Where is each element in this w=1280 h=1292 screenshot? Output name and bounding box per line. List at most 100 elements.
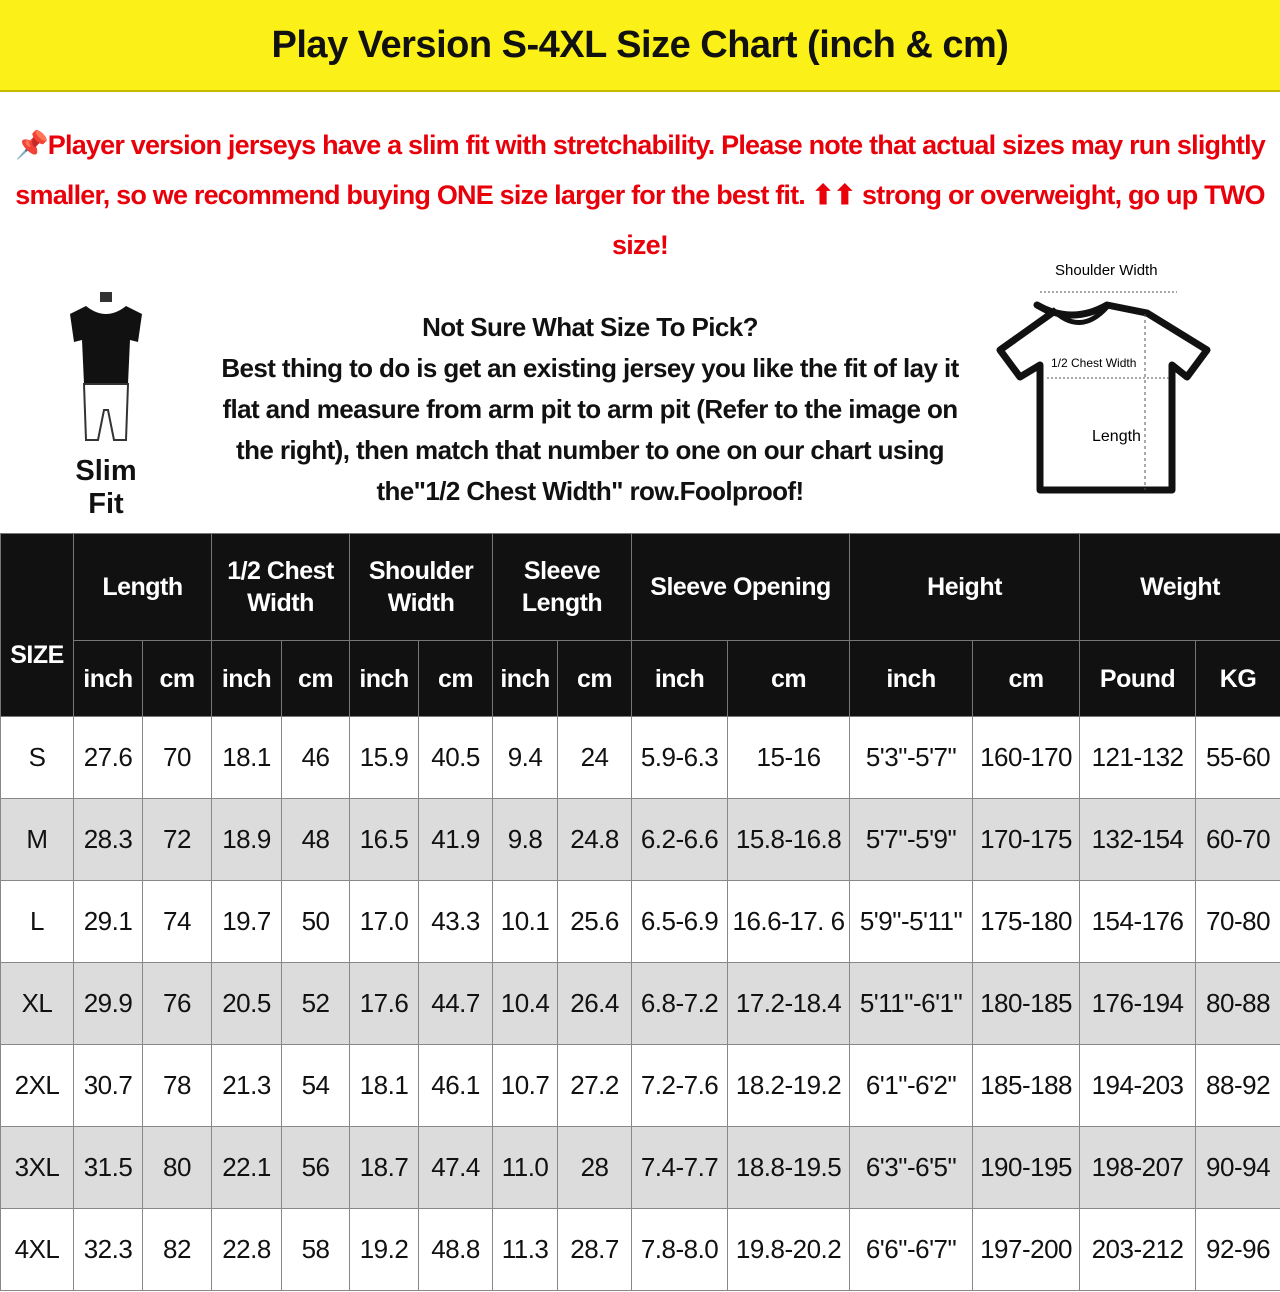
- table-row: L 29.1 74 19.7 50 17.0 43.3 10.1 25.6 6.5-6.9 16.6…: [0, 880, 1280, 963]
- value-cell: 80: [141, 1126, 213, 1209]
- value-cell: 44.7: [418, 962, 494, 1045]
- value-cell: 17.6: [349, 962, 420, 1045]
- value-cell: 48.8: [418, 1208, 494, 1291]
- value-cell: 132-154: [1079, 798, 1197, 881]
- value-cell: 15.8-16.8: [727, 798, 851, 881]
- unit-header: inch: [631, 640, 729, 717]
- slim-fit-label: Slim Fit: [75, 455, 137, 520]
- help-heading: Not Sure What Size To Pick?: [422, 312, 758, 342]
- value-cell: 22.8: [211, 1208, 283, 1291]
- value-cell: 74: [141, 880, 213, 963]
- value-cell: 22.1: [211, 1126, 283, 1209]
- unit-header: cm: [557, 640, 633, 717]
- table-row: M 28.3 72 18.9 48 16.5 41.9 9.8 24.8 6.2-6.6 15.8-…: [0, 798, 1280, 881]
- group-header: Weight: [1079, 533, 1280, 641]
- size-header: SIZE: [0, 533, 74, 717]
- value-cell: 18.7: [349, 1126, 420, 1209]
- unit-header: cm: [141, 640, 213, 717]
- value-cell: 29.9: [73, 962, 143, 1045]
- fit-notice: 📌Player version jerseys have a slim fit …: [0, 92, 1280, 262]
- value-cell: 175-180: [972, 880, 1081, 963]
- value-cell: 92-96: [1195, 1208, 1280, 1291]
- value-cell: 5'11"-6'1": [849, 962, 974, 1045]
- group-header: Length: [72, 533, 213, 641]
- value-cell: 88-92: [1195, 1044, 1280, 1127]
- value-cell: 185-188: [972, 1044, 1081, 1127]
- group-header: 1/2 Chest Width: [211, 533, 351, 641]
- unit-header: KG: [1195, 640, 1280, 717]
- value-cell: 170-175: [972, 798, 1081, 881]
- size-cell: L: [0, 880, 74, 963]
- value-cell: 28.3: [73, 798, 143, 881]
- value-cell: 58: [281, 1208, 351, 1291]
- value-cell: 6'6"-6'7": [849, 1208, 974, 1291]
- size-cell: XL: [0, 962, 74, 1045]
- unit-header: inch: [849, 640, 974, 717]
- value-cell: 48: [281, 798, 351, 881]
- size-table: SIZE Length 1/2 Chest Width Shoulder Wid…: [0, 533, 1280, 1291]
- value-cell: 41.9: [418, 798, 494, 881]
- value-cell: 70: [141, 716, 213, 799]
- mannequin-icon: [70, 292, 142, 441]
- group-header: Sleeve Length: [492, 533, 633, 641]
- value-cell: 18.2-19.2: [727, 1044, 851, 1127]
- value-cell: 5'3"-5'7": [849, 716, 974, 799]
- value-cell: 78: [141, 1044, 213, 1127]
- value-cell: 15-16: [727, 716, 851, 799]
- size-help: Not Sure What Size To Pick? Best thing t…: [220, 307, 960, 512]
- value-cell: 18.9: [211, 798, 283, 881]
- value-cell: 9.4: [492, 716, 559, 799]
- value-cell: 18.1: [349, 1044, 420, 1127]
- table-row: S 27.6 70 18.1 46 15.9 40.5 9.4 24 5.9-6.3 15-16 5'…: [0, 716, 1280, 799]
- value-cell: 30.7: [73, 1044, 143, 1127]
- value-cell: 121-132: [1079, 716, 1197, 799]
- value-cell: 90-94: [1195, 1126, 1280, 1209]
- value-cell: 27.6: [73, 716, 143, 799]
- value-cell: 16.6-17. 6: [727, 880, 851, 963]
- value-cell: 47.4: [418, 1126, 494, 1209]
- size-cell: 2XL: [0, 1044, 74, 1127]
- value-cell: 19.7: [211, 880, 283, 963]
- value-cell: 46.1: [418, 1044, 494, 1127]
- group-header: Sleeve Opening: [631, 533, 851, 641]
- value-cell: 17.2-18.4: [727, 962, 851, 1045]
- value-cell: 197-200: [972, 1208, 1081, 1291]
- table-row: 4XL 32.3 82 22.8 58 19.2 48.8 11.3 28.7 7.8-8.0 19…: [0, 1208, 1280, 1291]
- value-cell: 16.5: [349, 798, 420, 881]
- value-cell: 24.8: [557, 798, 633, 881]
- value-cell: 11.0: [492, 1126, 559, 1209]
- unit-header: inch: [349, 640, 420, 717]
- unit-header: inch: [211, 640, 283, 717]
- value-cell: 60-70: [1195, 798, 1280, 881]
- value-cell: 52: [281, 962, 351, 1045]
- value-cell: 11.3: [492, 1208, 559, 1291]
- value-cell: 46: [281, 716, 351, 799]
- value-cell: 25.6: [557, 880, 633, 963]
- slim-fit-figure: Slim Fit: [56, 292, 156, 521]
- unit-header: inch: [492, 640, 559, 717]
- value-cell: 43.3: [418, 880, 494, 963]
- value-cell: 18.1: [211, 716, 283, 799]
- value-cell: 31.5: [73, 1126, 143, 1209]
- value-cell: 21.3: [211, 1044, 283, 1127]
- group-header: Shoulder Width: [349, 533, 494, 641]
- value-cell: 29.1: [73, 880, 143, 963]
- group-header: Height: [849, 533, 1081, 641]
- value-cell: 15.9: [349, 716, 420, 799]
- unit-header: cm: [281, 640, 351, 717]
- measurement-diagram: Shoulder Width 1/2 Chest Width Length: [995, 262, 1220, 522]
- value-cell: 40.5: [418, 716, 494, 799]
- value-cell: 160-170: [972, 716, 1081, 799]
- size-cell: M: [0, 798, 74, 881]
- value-cell: 194-203: [1079, 1044, 1197, 1127]
- page-title: Play Version S-4XL Size Chart (inch & cm…: [0, 0, 1280, 92]
- size-cell: 3XL: [0, 1126, 74, 1209]
- value-cell: 70-80: [1195, 880, 1280, 963]
- value-cell: 7.2-7.6: [631, 1044, 729, 1127]
- value-cell: 176-194: [1079, 962, 1197, 1045]
- shoulder-width-label: Shoulder Width: [1055, 262, 1158, 279]
- table-row: 2XL 30.7 78 21.3 54 18.1 46.1 10.7 27.2 7.2-7.6 18…: [0, 1044, 1280, 1127]
- value-cell: 6.8-7.2: [631, 962, 729, 1045]
- value-cell: 6.5-6.9: [631, 880, 729, 963]
- value-cell: 28: [557, 1126, 633, 1209]
